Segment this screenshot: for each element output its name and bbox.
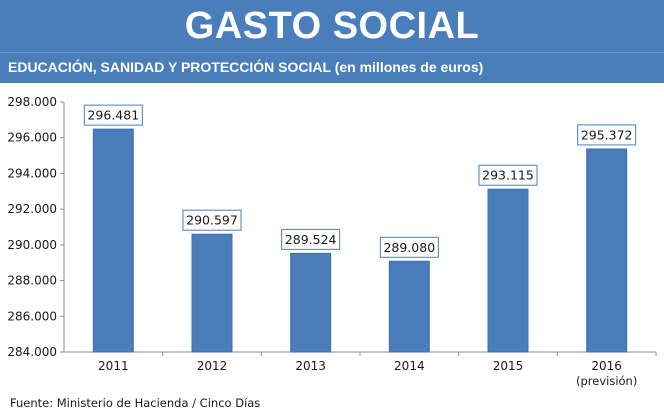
y-tick-label: 290.000	[7, 238, 57, 252]
data-label-box	[281, 228, 341, 250]
data-label-box	[577, 124, 637, 146]
bar	[388, 260, 430, 353]
chart-subtitle: EDUCACIÓN, SANIDAD Y PROTECCIÓN SOCIAL (…	[8, 59, 484, 75]
bar	[191, 233, 233, 353]
data-label: 289.524	[285, 232, 337, 247]
y-tick-label: 288.000	[7, 274, 57, 288]
data-label: 295.372	[581, 127, 633, 142]
x-tick-label: 2016	[591, 359, 622, 373]
subtitle-band: EDUCACIÓN, SANIDAD Y PROTECCIÓN SOCIAL (…	[0, 52, 664, 83]
bar	[92, 128, 134, 353]
data-label-box	[478, 164, 538, 186]
y-tick-label: 292.000	[7, 202, 57, 216]
source-note: Fuente: Ministerio de Hacienda / Cinco D…	[10, 396, 261, 410]
chart-title: GASTO SOCIAL	[184, 4, 480, 47]
x-tick-label: 2011	[98, 359, 129, 373]
y-tick-label: 284.000	[7, 345, 57, 359]
data-label: 293.115	[482, 168, 534, 183]
x-tick-label: 2014	[394, 359, 425, 373]
y-tick-label: 286.000	[7, 309, 57, 323]
data-label-box	[83, 104, 143, 126]
title-band: GASTO SOCIAL	[0, 0, 664, 52]
bar	[586, 148, 628, 353]
x-tick-label: 2015	[493, 359, 524, 373]
x-tick-label: 2012	[197, 359, 228, 373]
y-tick-label: 294.000	[7, 166, 57, 180]
data-label: 296.481	[87, 108, 139, 123]
bar-chart: 284.000 286.000 288.000 290.000 292.000 294.0…	[7, 95, 657, 388]
x-tick-label: 2013	[295, 359, 326, 373]
y-tick-label: 298.000	[7, 95, 57, 109]
data-label-box	[379, 236, 439, 258]
data-label: 289.080	[383, 240, 435, 255]
y-tick-label: 296.000	[7, 131, 57, 145]
bar	[290, 252, 332, 353]
x-tick-sublabel: (previsión)	[576, 374, 637, 388]
data-label-box	[182, 209, 242, 231]
data-label: 290.597	[186, 213, 238, 228]
bar	[487, 188, 529, 353]
